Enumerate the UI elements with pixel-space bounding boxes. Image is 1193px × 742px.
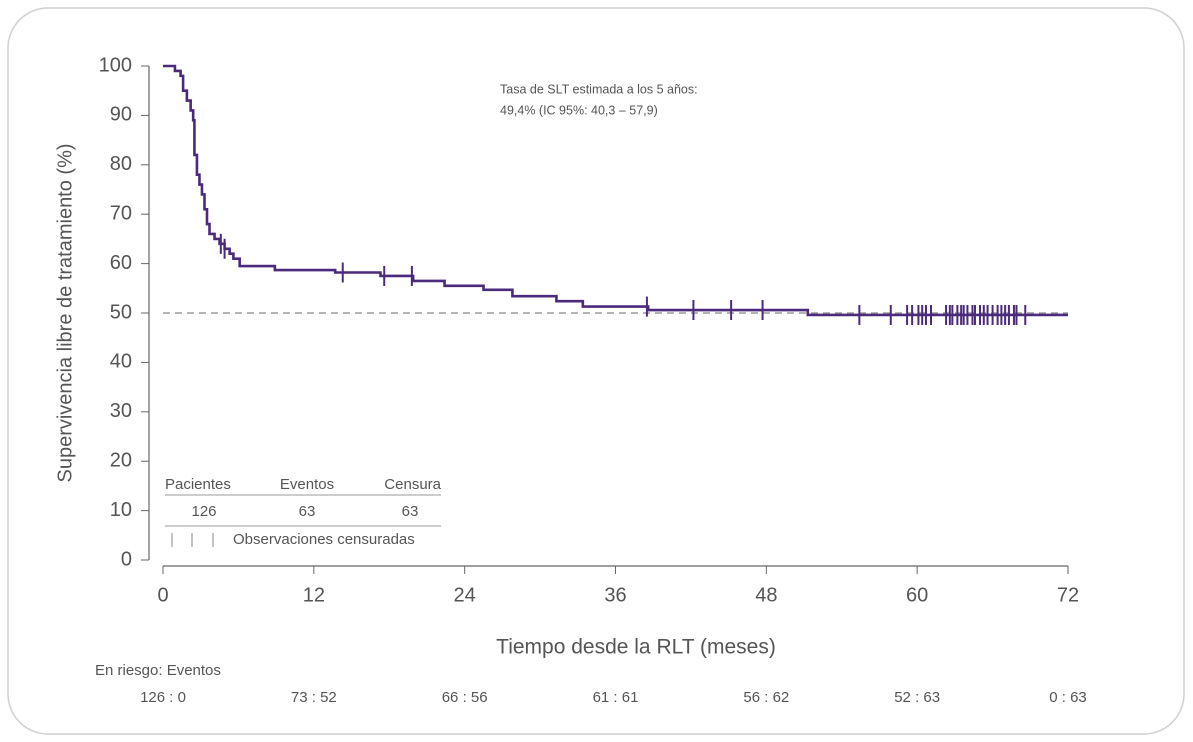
y-tick-label: 90 [110,104,132,126]
x-tick-label: 72 [1057,584,1079,606]
annotation: Tasa de SLT estimada a los 5 años: [500,82,698,96]
risk-value: 126 : 0 [140,689,186,706]
risk-value: 0 : 63 [1049,689,1087,706]
y-tick-label: 10 [110,499,132,521]
risk-title: En riesgo: Eventos [95,662,221,679]
risk-value: 56 : 62 [743,689,789,706]
annotation: 49,4% (IC 95%: 40,3 – 57,9) [500,103,658,117]
x-tick-label: 12 [303,584,325,606]
risk-value: 52 : 63 [894,689,940,706]
risk-value: 73 : 52 [291,689,337,706]
table-cell: 126 [191,503,216,520]
x-tick-label: 0 [157,584,168,606]
table-cell: 63 [402,503,419,520]
x-tick-label: 24 [454,584,476,606]
y-tick-label: 100 [99,54,132,76]
y-tick-label: 70 [110,202,132,224]
y-tick-label: 40 [110,351,132,373]
table-header: Censura [384,476,441,493]
censor-legend-marks [171,533,214,547]
y-axis-label: Supervivencia libre de tratamiento (%) [54,143,76,482]
x-axis-label: Tiempo desde la RLT (meses) [496,636,776,659]
y-tick-label: 20 [110,449,132,471]
y-tick-label: 80 [110,153,132,175]
y-tick-label: 30 [110,400,132,422]
x-tick-label: 36 [604,584,626,606]
table-cell: 63 [299,503,316,520]
x-tick-label: 48 [755,584,777,606]
x-tick-label: 60 [906,584,928,606]
censor-legend-label: Observaciones censuradas [233,531,415,548]
risk-value: 61 : 61 [593,689,639,706]
y-tick-label: 0 [121,548,132,570]
table-header: Pacientes [165,476,231,493]
card [7,7,1185,735]
y-tick-label: 60 [110,252,132,274]
y-tick-label: 50 [110,301,132,323]
survival-curve [163,64,1068,317]
risk-value: 66 : 56 [442,689,488,706]
table-header: Eventos [280,476,334,493]
